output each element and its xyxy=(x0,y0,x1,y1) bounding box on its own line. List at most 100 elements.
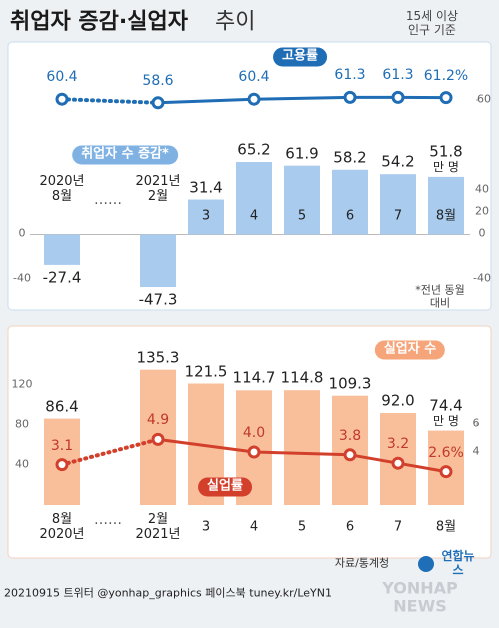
line-value-label: 60.4 xyxy=(238,69,270,86)
line-segment xyxy=(348,453,400,465)
line-value-label: 3.1 xyxy=(50,437,74,454)
line-point xyxy=(247,445,261,459)
line-point xyxy=(151,432,165,446)
subtitle: 15세 이상 인구 기준 xyxy=(405,9,459,37)
x-tick-label: 2021년 2월 xyxy=(135,174,181,204)
x-tick-label: 7 xyxy=(393,519,403,535)
legend-pill: 고용률 xyxy=(273,47,327,67)
line-point xyxy=(247,92,261,106)
line-value-label: 2.6% xyxy=(428,444,464,461)
line-segment xyxy=(156,97,256,105)
value-label: 74.4 xyxy=(429,395,463,414)
x-tick-label: 4 xyxy=(249,519,259,535)
y2-tick-label: 6 xyxy=(472,416,480,430)
legend-pill: 실업자 수 xyxy=(374,340,446,360)
y-tick-label: 120 xyxy=(11,377,33,391)
value-label: 61.9 xyxy=(285,144,319,163)
bar xyxy=(140,234,176,287)
gap-label: …… xyxy=(94,191,122,208)
y2-tick-label: 4 xyxy=(472,444,480,458)
value-label: 114.7 xyxy=(232,368,276,387)
x-tick-label: 8월 xyxy=(435,208,457,224)
x-tick-label: 6 xyxy=(345,519,355,535)
title-suffix: 추이 xyxy=(215,9,256,35)
y-tick-label: -40 xyxy=(13,271,31,285)
line-segment xyxy=(60,437,160,467)
value-label: -27.4 xyxy=(42,268,82,287)
bar xyxy=(332,169,368,235)
line-segment xyxy=(396,461,448,474)
x-tick-label: 4 xyxy=(249,208,259,224)
line-value-label: 4.9 xyxy=(146,412,170,429)
line-segment xyxy=(156,437,256,454)
logo-icon xyxy=(418,556,434,572)
y-tick-label: -40 xyxy=(473,271,491,285)
value-label: 31.4 xyxy=(189,177,223,196)
logo: 연합뉴스 xyxy=(441,549,475,577)
line-point xyxy=(55,458,69,472)
x-tick-label: 3 xyxy=(201,519,211,535)
bar xyxy=(44,234,80,265)
line-value-label: 58.6 xyxy=(142,72,174,89)
line-segment xyxy=(60,97,160,105)
line-point xyxy=(391,90,405,104)
y2-tick-label: 60 xyxy=(477,92,491,106)
line-value-label: 3.8 xyxy=(338,427,362,444)
watermark: YONHAP NEWS xyxy=(382,578,458,616)
x-tick-label: 2월 2021년 xyxy=(135,512,181,542)
value-label: 135.3 xyxy=(136,348,180,367)
x-tick-label: 8월 xyxy=(435,519,457,535)
value-label: 65.2 xyxy=(237,140,271,159)
x-tick-label: 2020년 8월 xyxy=(39,174,85,204)
legend-pill: 취업자 수 증감* xyxy=(72,145,178,165)
line-segment xyxy=(252,450,352,457)
y-tick-label: 40 xyxy=(15,457,29,471)
line-value-label: 60.4 xyxy=(46,69,78,86)
value-label: 92.0 xyxy=(381,391,415,410)
value-label: 58.2 xyxy=(333,148,367,167)
x-tick-label: 5 xyxy=(297,519,307,535)
bar xyxy=(236,162,272,235)
x-tick-label: 8월 2020년 xyxy=(39,512,85,542)
y-tick-label: 20 xyxy=(475,204,489,218)
value-label: 121.5 xyxy=(184,361,228,380)
x-tick-label: 7 xyxy=(393,208,403,224)
gap-label: …… xyxy=(94,511,122,528)
legend-pill: 실업률 xyxy=(198,477,252,497)
line-point xyxy=(151,96,165,110)
source: 자료/통계청 xyxy=(334,556,390,570)
line-point xyxy=(343,90,357,104)
line-point xyxy=(343,448,357,462)
unit-label: 만 명 xyxy=(433,159,459,174)
line-value-label: 61.3 xyxy=(382,67,414,84)
bar xyxy=(380,174,416,235)
x-tick-label: 6 xyxy=(345,208,355,224)
y-tick-label: 0 xyxy=(18,227,26,241)
line-point xyxy=(55,92,69,106)
title: 취업자 증감·실업자 xyxy=(10,9,188,35)
value-label: 109.3 xyxy=(328,374,372,393)
value-label: 51.8 xyxy=(429,142,463,161)
y-tick-label: 80 xyxy=(15,417,29,431)
y-tick-label: 40 xyxy=(475,182,489,196)
line-segment xyxy=(252,95,352,101)
line-value-label: 61.2% xyxy=(423,67,469,84)
line-value-label: 61.3 xyxy=(334,67,366,84)
x-tick-label: 3 xyxy=(201,208,211,224)
bar xyxy=(284,165,320,235)
bar xyxy=(188,199,224,235)
value-label: 114.8 xyxy=(280,368,324,387)
value-label: 54.2 xyxy=(381,152,415,171)
line-value-label: 3.2 xyxy=(386,436,410,453)
bar xyxy=(284,390,320,505)
line-point xyxy=(391,456,405,470)
value-label: -47.3 xyxy=(138,290,178,309)
y-tick-label: 0 xyxy=(478,227,486,241)
value-label: 86.4 xyxy=(45,396,79,415)
x-tick-label: 5 xyxy=(297,208,307,224)
bar xyxy=(428,176,464,235)
line-point xyxy=(439,91,453,105)
credit: 20210915 트위터 @yonhap_graphics 페이스북 tuney… xyxy=(4,586,332,600)
unit-label: 만 명 xyxy=(433,413,459,428)
